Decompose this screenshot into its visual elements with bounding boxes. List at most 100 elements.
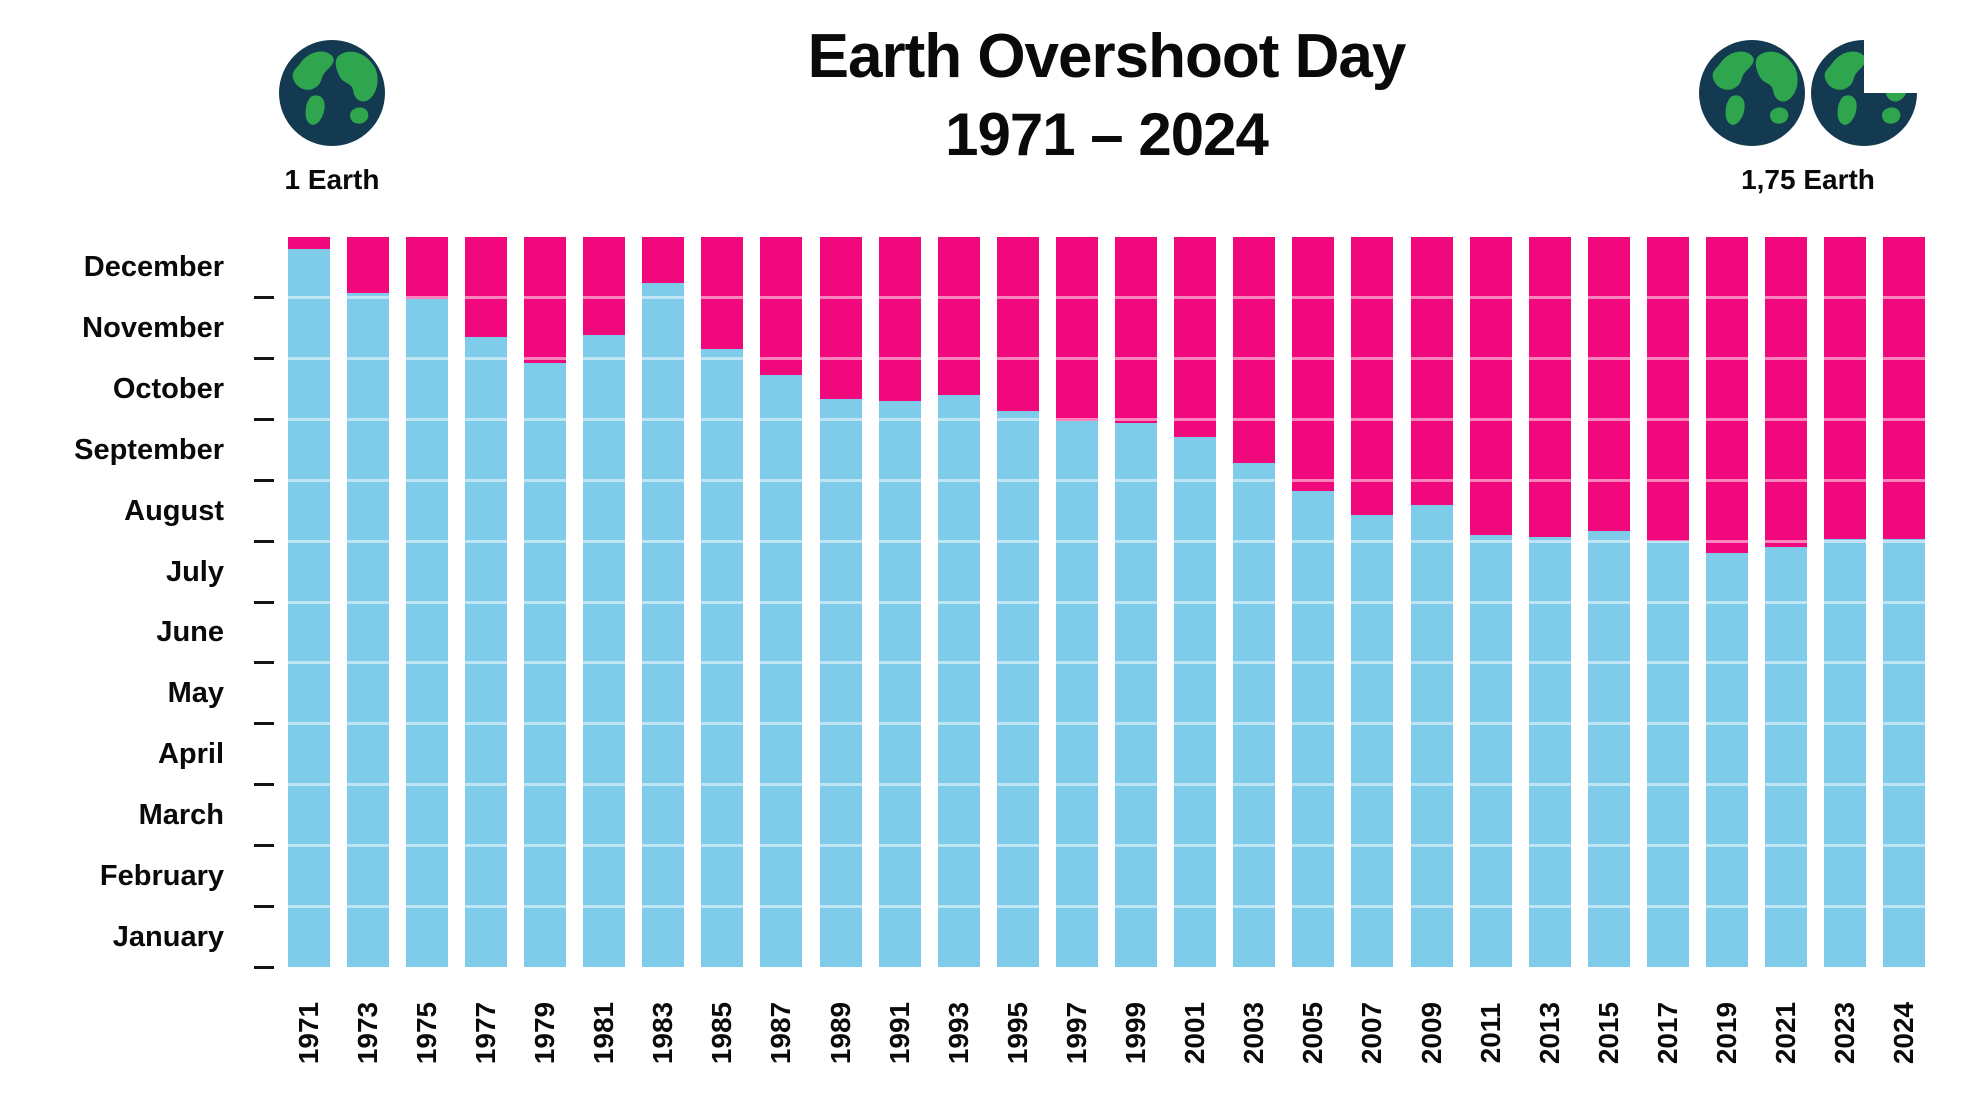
month-divider-line [819, 600, 862, 604]
month-divider-line [819, 418, 862, 421]
month-divider-line [937, 600, 980, 604]
month-divider-line [287, 357, 330, 361]
month-divider-line [819, 661, 862, 665]
month-divider-line [523, 478, 566, 482]
month-divider-line [1351, 418, 1394, 421]
month-divider-line [464, 904, 507, 908]
bar-1991 [878, 237, 921, 967]
month-divider-line [523, 843, 566, 847]
year-label-1983: 1983 [647, 1001, 679, 1065]
month-divider-line [701, 357, 744, 361]
year-label-2021: 2021 [1770, 1001, 1802, 1065]
month-divider-line [1587, 296, 1630, 300]
month-divider-line [1233, 661, 1276, 665]
month-divider-line [1587, 722, 1630, 726]
legend-one-earth-label: 1 Earth [284, 164, 380, 195]
month-divider-line [701, 722, 744, 726]
month-divider-line [1233, 722, 1276, 726]
month-divider-line [523, 357, 566, 361]
bar-1971 [287, 237, 330, 967]
bar-1981 [583, 237, 626, 967]
month-divider-line [464, 783, 507, 786]
month-divider-line [1410, 418, 1453, 421]
month-divider-line [1824, 904, 1867, 908]
month-label-march: March [138, 798, 224, 831]
year-label-2024: 2024 [1888, 1001, 1920, 1065]
month-label-february: February [99, 859, 224, 892]
month-divider-line [1706, 904, 1749, 908]
month-divider-line [583, 843, 626, 847]
month-divider-line [405, 296, 448, 300]
month-divider-line [760, 843, 803, 847]
month-divider-line [1706, 418, 1749, 421]
bar-2001 [1174, 237, 1217, 967]
month-divider-line [346, 418, 389, 421]
month-divider-line [1706, 478, 1749, 482]
month-divider-line [287, 661, 330, 665]
month-divider-line [1174, 722, 1217, 726]
month-divider-line [1292, 478, 1335, 482]
month-divider-line [346, 843, 389, 847]
month-divider-line [346, 600, 389, 604]
month-divider-line [701, 600, 744, 604]
month-divider-line [346, 357, 389, 361]
year-label-1973: 1973 [351, 1001, 383, 1065]
month-divider-line [1469, 296, 1512, 300]
month-divider-line [701, 904, 744, 908]
month-divider-line [1647, 539, 1690, 543]
month-divider-line [1883, 539, 1926, 543]
month-divider-line [1528, 843, 1571, 847]
month-divider-line [1587, 783, 1630, 786]
month-divider-line [1469, 661, 1512, 665]
month-divider-line [1824, 661, 1867, 665]
month-divider-line [642, 904, 685, 908]
month-divider-line [642, 478, 685, 482]
y-axis-tick [254, 418, 274, 421]
month-divider-line [996, 722, 1039, 726]
month-divider-line [1174, 418, 1217, 421]
month-divider-line [937, 661, 980, 665]
three-quarter-earth-icon [1811, 40, 1917, 146]
month-divider-line [1706, 783, 1749, 786]
month-divider-line [760, 478, 803, 482]
month-divider-line [1055, 843, 1098, 847]
bar-2007 [1351, 237, 1394, 967]
year-label-2003: 2003 [1238, 1001, 1270, 1065]
month-divider-line [996, 539, 1039, 543]
month-divider-line [1410, 478, 1453, 482]
month-divider-line [1883, 600, 1926, 604]
month-divider-line [1055, 661, 1098, 665]
bar-2011 [1469, 237, 1512, 967]
month-divider-line [642, 539, 685, 543]
month-divider-line [701, 843, 744, 847]
month-divider-line [464, 661, 507, 665]
bar-1975 [405, 237, 448, 967]
month-divider-line [1410, 783, 1453, 786]
month-divider-line [1410, 357, 1453, 361]
month-divider-line [996, 661, 1039, 665]
year-label-1999: 1999 [1120, 1001, 1152, 1065]
month-divider-line [1233, 783, 1276, 786]
month-divider-line [1765, 418, 1808, 421]
bar-1985 [701, 237, 744, 967]
month-divider-line [1824, 357, 1867, 361]
month-divider-line [819, 539, 862, 543]
year-label-2001: 2001 [1179, 1001, 1211, 1065]
month-divider-line [937, 722, 980, 726]
month-label-october: October [112, 373, 224, 406]
month-divider-line [878, 539, 921, 543]
month-divider-line [1469, 904, 1512, 908]
month-divider-line [1115, 357, 1158, 361]
month-divider-line [1055, 296, 1098, 300]
y-axis-tick [254, 783, 274, 786]
month-divider-line [642, 296, 685, 300]
month-divider-line [819, 843, 862, 847]
month-divider-line [760, 904, 803, 908]
bar-2013 [1528, 237, 1571, 967]
bar-1989 [819, 237, 862, 967]
month-divider-line [996, 418, 1039, 421]
month-divider-line [1587, 418, 1630, 421]
month-divider-line [583, 418, 626, 421]
month-divider-line [1055, 478, 1098, 482]
year-label-1977: 1977 [469, 1001, 501, 1065]
